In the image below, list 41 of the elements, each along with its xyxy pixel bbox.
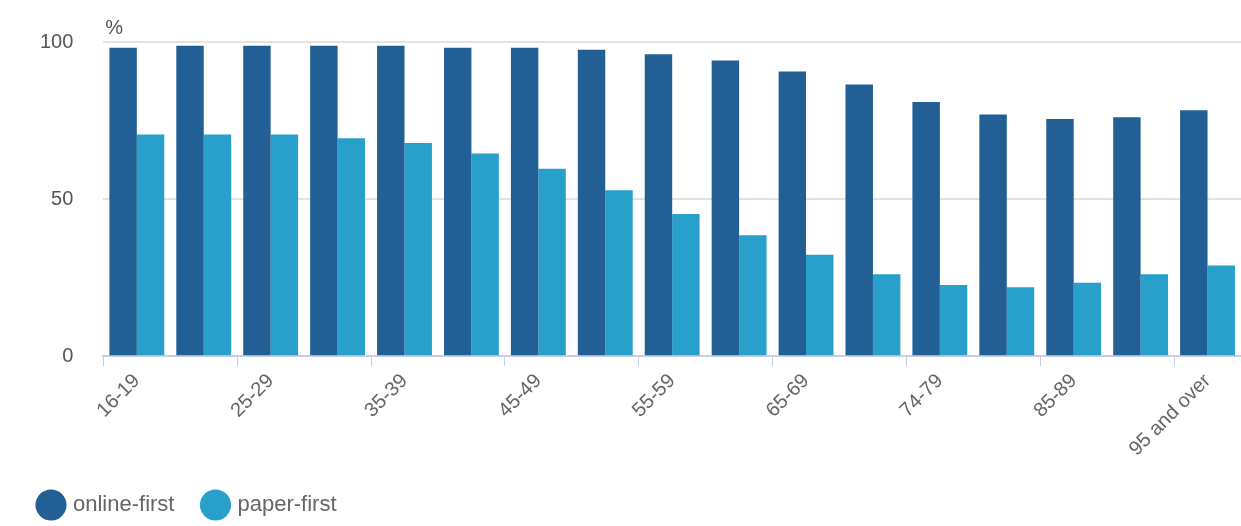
bar bbox=[845, 84, 873, 356]
bar bbox=[912, 102, 940, 356]
bar bbox=[337, 138, 366, 356]
bar bbox=[1006, 287, 1035, 356]
bar bbox=[310, 45, 338, 356]
bar bbox=[711, 60, 740, 356]
bar bbox=[1207, 265, 1235, 356]
y-tick-label: 50 bbox=[51, 186, 74, 209]
bar bbox=[203, 134, 232, 356]
bar bbox=[979, 114, 1007, 356]
y-tick-label: 100 bbox=[39, 29, 74, 52]
bar bbox=[672, 213, 700, 356]
bar bbox=[109, 47, 137, 356]
legend-label: online-first bbox=[73, 491, 175, 517]
y-tick-label: 0 bbox=[62, 343, 74, 366]
bar bbox=[243, 45, 271, 356]
bar bbox=[778, 71, 807, 356]
bar bbox=[270, 134, 299, 356]
y-axis-title: % bbox=[105, 15, 124, 38]
bar bbox=[1113, 117, 1141, 356]
bar bbox=[443, 47, 472, 356]
bar bbox=[605, 190, 633, 356]
bar bbox=[1140, 274, 1169, 356]
legend-label: paper-first bbox=[237, 491, 337, 517]
bar bbox=[176, 45, 204, 356]
bar bbox=[1073, 282, 1102, 356]
bar bbox=[404, 142, 432, 356]
bar bbox=[939, 284, 968, 356]
bar bbox=[538, 168, 566, 356]
x-tick-label: 95 and over bbox=[1124, 368, 1215, 460]
bar bbox=[644, 54, 673, 356]
bar bbox=[1046, 119, 1074, 356]
bar bbox=[471, 153, 499, 356]
bar bbox=[806, 254, 834, 356]
bar bbox=[739, 235, 767, 356]
bar bbox=[1180, 110, 1208, 356]
bar bbox=[872, 274, 901, 356]
bar bbox=[377, 45, 405, 356]
bar bbox=[136, 134, 165, 356]
bar bbox=[577, 49, 606, 356]
bar bbox=[510, 47, 539, 356]
